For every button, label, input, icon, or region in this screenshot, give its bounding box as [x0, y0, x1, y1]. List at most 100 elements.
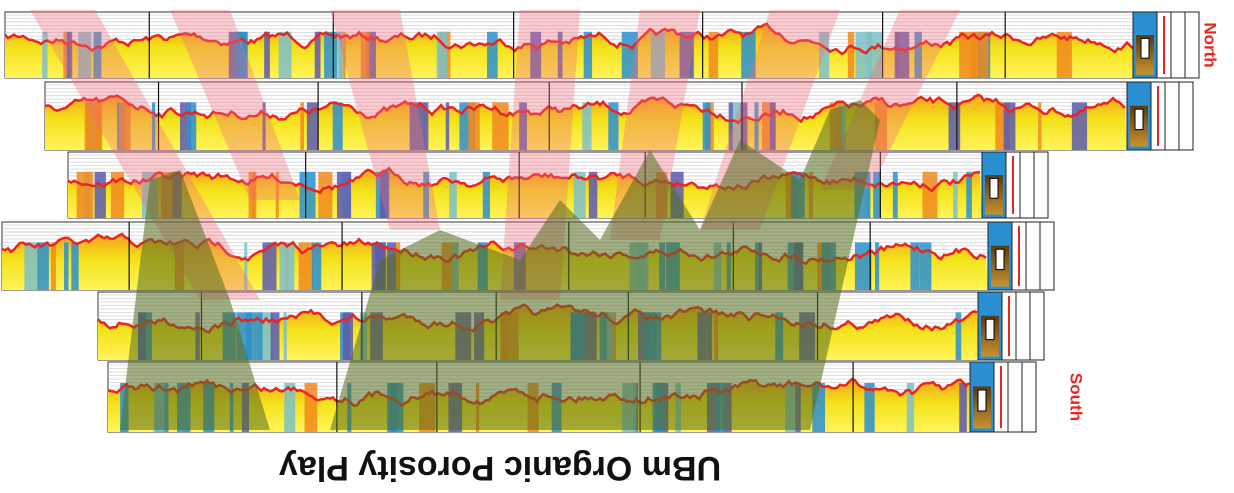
log-stripe [37, 242, 49, 290]
log-stripe [50, 242, 56, 290]
log-stripe [847, 31, 855, 78]
log-curve [4, 22, 1134, 56]
log-stripe [270, 312, 280, 360]
log-stripe [1003, 102, 1016, 150]
log-stripe [530, 31, 542, 78]
log-stripe [874, 242, 880, 290]
organic-zone [120, 170, 270, 430]
log-stripe [324, 31, 338, 78]
log-stripe [608, 102, 619, 150]
log-stripe [959, 383, 967, 432]
log-stripe [449, 171, 457, 218]
log-stripe [922, 171, 938, 218]
log-stripe [186, 102, 197, 150]
log-stripe [228, 31, 241, 78]
log-stripe [236, 31, 248, 78]
log-stripe [1056, 31, 1072, 78]
legend-box [1021, 361, 1037, 433]
log-stripe [445, 102, 450, 150]
log-stripe [740, 102, 748, 150]
log-stripe [423, 102, 429, 150]
log-stripe [180, 102, 192, 150]
log-stripe [482, 171, 490, 218]
log-stripe [955, 312, 962, 360]
log-stripe [874, 102, 888, 150]
legend-key [1140, 37, 1150, 59]
log-stripe [914, 31, 922, 78]
log-stripe [314, 31, 321, 78]
legend-box [1029, 291, 1045, 361]
log-stripe [679, 31, 694, 78]
log-stripe [468, 102, 480, 150]
log-stripe [71, 242, 79, 290]
log-stripe [251, 171, 257, 218]
log-stripe [245, 312, 263, 360]
log-stripe [873, 171, 881, 218]
south-label: South [1067, 373, 1086, 421]
log-stripe [519, 102, 527, 150]
log-stripe [379, 171, 389, 218]
log-stripe [360, 31, 370, 78]
log-stripe [409, 102, 425, 150]
log-stripe [754, 102, 759, 150]
log-stripe [342, 312, 353, 360]
log-stripe [436, 31, 448, 78]
log-stripe [702, 102, 711, 150]
log-stripe [948, 102, 961, 150]
log-stripe [953, 171, 958, 218]
log-stripe [973, 31, 989, 78]
log-stripe [337, 31, 345, 78]
organic-zone [330, 100, 880, 430]
log-stripe [262, 102, 266, 150]
legend-key [995, 248, 1005, 271]
log-stripe [151, 102, 156, 150]
log-stripe [275, 171, 279, 218]
legend-box [1178, 81, 1194, 151]
title: UBm Organic Porosity Play [279, 449, 721, 487]
log-stripe [64, 242, 69, 290]
log-stripe [892, 171, 898, 218]
legend-box [1007, 361, 1023, 433]
log-stripe [741, 31, 756, 78]
north-label: North [1201, 22, 1220, 67]
legend-box [1184, 11, 1200, 79]
log-stripe [284, 383, 296, 432]
log-stripe [264, 31, 270, 78]
legend-key [985, 318, 995, 341]
log-stripe [306, 102, 319, 150]
log-stripe [708, 31, 719, 78]
log-stripe [919, 242, 932, 290]
log-stripe [583, 31, 593, 78]
log-stripe [732, 102, 743, 150]
log-stripe [299, 171, 316, 218]
log-stripe [910, 242, 920, 290]
log-stripe [311, 242, 322, 290]
legend-box [1019, 151, 1035, 219]
log-stripe [42, 31, 48, 78]
log-stripe [336, 171, 352, 218]
correlation-band [330, 10, 440, 230]
log-stripe [318, 171, 333, 218]
log-stripe [66, 31, 71, 78]
log-stripe [966, 171, 972, 218]
overlay [30, 10, 960, 430]
log-stripe [304, 383, 318, 432]
legend-box [1033, 151, 1049, 219]
log-stripe [283, 312, 287, 360]
legend-box [1170, 11, 1186, 79]
log-stripe [728, 102, 733, 150]
legend-key [989, 177, 999, 199]
log-stripe [959, 31, 975, 78]
log-stripe [86, 102, 92, 150]
log-stripe [332, 102, 343, 150]
log-stripe [650, 31, 666, 78]
log-curve [44, 93, 1126, 125]
legend-box [1025, 221, 1041, 291]
log-stripe [864, 383, 875, 432]
log-stripe [300, 102, 305, 150]
log-stripe [906, 383, 915, 432]
log-stripe [278, 31, 292, 78]
correlation-band [30, 10, 260, 300]
